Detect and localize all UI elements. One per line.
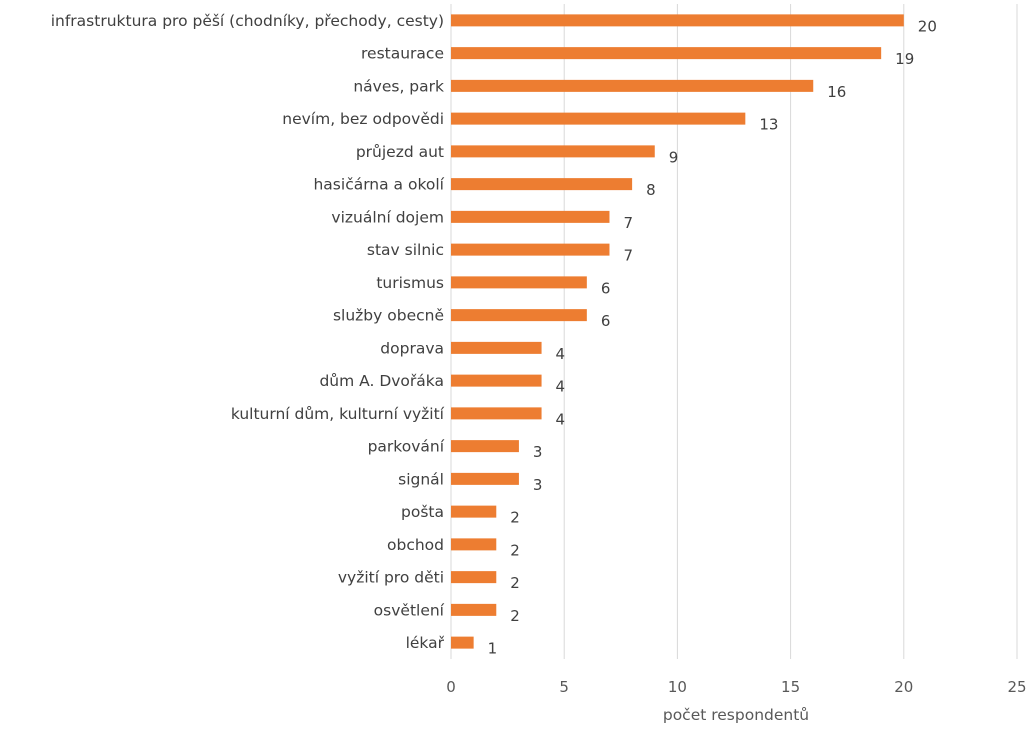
- category-label: parkování: [368, 438, 445, 456]
- data-label: 3: [533, 476, 543, 494]
- category-label: lékař: [406, 634, 445, 652]
- bar: [451, 112, 746, 125]
- category-labels: infrastruktura pro pěší (chodníky, přech…: [51, 12, 445, 652]
- bar: [451, 243, 610, 256]
- data-label: 16: [827, 83, 846, 101]
- data-label: 6: [601, 279, 611, 297]
- x-tick-label: 20: [894, 678, 913, 696]
- bar: [451, 79, 814, 92]
- x-tick-label: 10: [668, 678, 687, 696]
- category-label: náves, park: [353, 77, 444, 95]
- bar: [451, 472, 519, 485]
- category-label: průjezd aut: [356, 143, 444, 161]
- data-label: 6: [601, 312, 611, 330]
- data-label: 1: [488, 640, 498, 658]
- category-label: stav silnic: [367, 241, 444, 259]
- category-label: osvětlení: [374, 601, 445, 619]
- bar: [451, 374, 542, 387]
- bar: [451, 145, 655, 158]
- data-label: 2: [510, 541, 520, 559]
- category-label: obchod: [387, 536, 444, 554]
- bars: [451, 14, 904, 649]
- x-tick-label: 15: [781, 678, 800, 696]
- category-label: nevím, bez odpovědi: [282, 110, 444, 128]
- category-label: restaurace: [361, 45, 444, 63]
- x-tick-label: 25: [1007, 678, 1026, 696]
- data-label: 2: [510, 574, 520, 592]
- data-label: 7: [623, 214, 633, 232]
- category-label: doprava: [380, 339, 444, 357]
- bar: [451, 178, 633, 191]
- category-label: vyžití pro děti: [338, 569, 444, 587]
- category-label: turismus: [376, 274, 444, 292]
- x-axis-ticks: 0 5 10 15 20 25: [446, 678, 1026, 696]
- bar: [451, 571, 497, 584]
- data-label: 20: [918, 17, 937, 35]
- bar: [451, 407, 542, 420]
- category-label: služby obecně: [333, 307, 444, 325]
- category-label: dům A. Dvořáka: [319, 372, 444, 390]
- bar: [451, 440, 519, 453]
- category-label: signál: [398, 470, 444, 488]
- bar: [451, 210, 610, 223]
- data-label: 2: [510, 509, 520, 527]
- x-tick-label: 0: [446, 678, 456, 696]
- data-label: 4: [556, 378, 566, 396]
- data-label: 2: [510, 607, 520, 625]
- bar: [451, 14, 904, 27]
- category-label: kulturní dům, kulturní vyžití: [231, 405, 445, 423]
- category-label: hasičárna a okolí: [313, 176, 444, 194]
- data-label: 9: [669, 148, 679, 166]
- x-tick-label: 5: [559, 678, 569, 696]
- bar: [451, 505, 497, 518]
- bar: [451, 341, 542, 354]
- data-label: 8: [646, 181, 656, 199]
- bar: [451, 603, 497, 616]
- gridlines: [450, 4, 1018, 659]
- category-label: pošta: [401, 503, 444, 521]
- category-label: vizuální dojem: [331, 208, 444, 226]
- bar: [451, 276, 587, 289]
- bar: [451, 47, 882, 60]
- data-label: 4: [556, 410, 566, 428]
- data-label: 4: [556, 345, 566, 363]
- data-label: 13: [759, 116, 778, 134]
- data-label: 7: [623, 247, 633, 265]
- bar: [451, 636, 474, 649]
- data-label: 19: [895, 50, 914, 68]
- category-label: infrastruktura pro pěší (chodníky, přech…: [51, 12, 444, 30]
- bar: [451, 309, 587, 322]
- data-label: 3: [533, 443, 543, 461]
- x-axis-title: počet respondentů: [663, 706, 809, 724]
- bar: [451, 538, 497, 551]
